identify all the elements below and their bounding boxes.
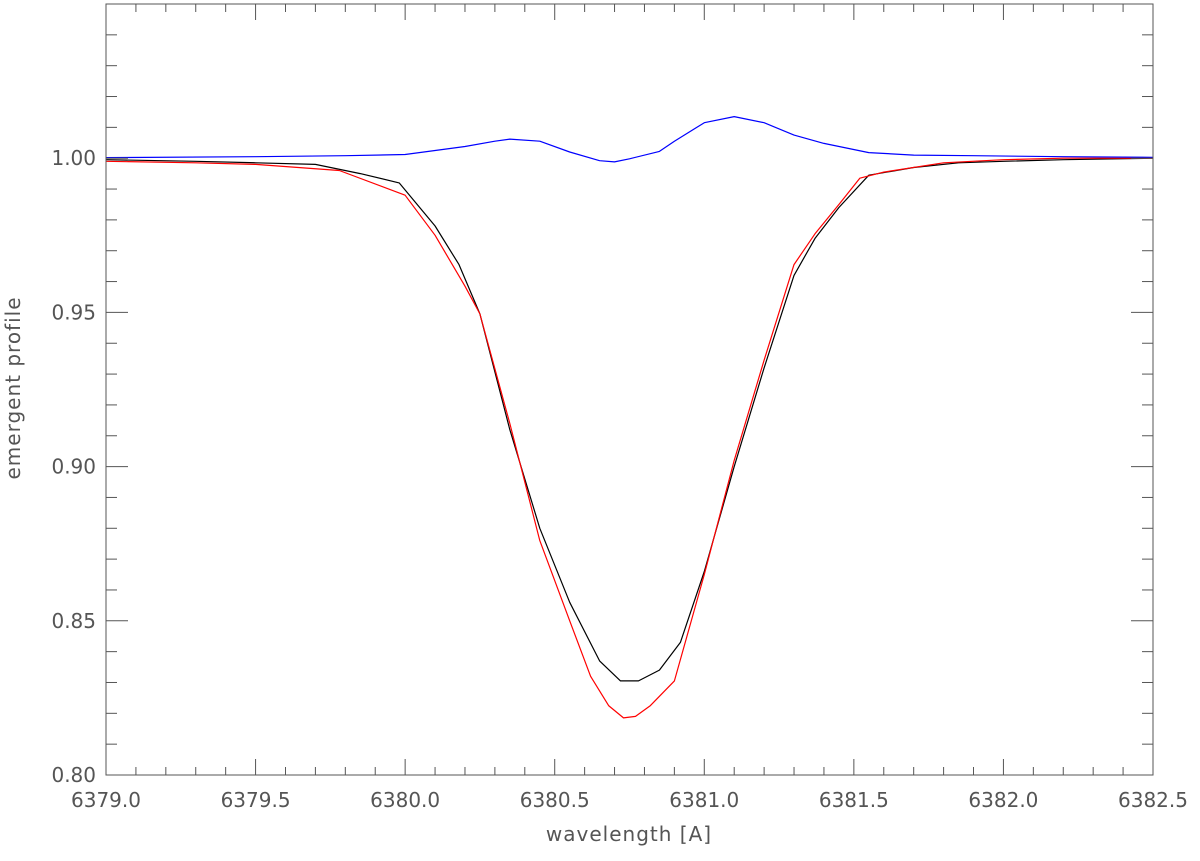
series-line-black xyxy=(105,157,1154,682)
x-tick-label: 6382.5 xyxy=(1118,788,1188,812)
y-tick-label: 0.80 xyxy=(51,763,96,787)
x-tick-label: 6380.5 xyxy=(520,788,590,812)
axis-layer: 6379.0 6379.5 6380.0 6380.5 6381.0 6381.5 6382… xyxy=(51,3,1188,812)
x-tick-label: 6382.0 xyxy=(968,788,1038,812)
x-tick-label: 6379.0 xyxy=(71,788,141,812)
y-tick-label: 0.95 xyxy=(51,300,96,324)
x-axis-label: wavelength [A] xyxy=(546,822,712,846)
x-tick-label: 6381.5 xyxy=(819,788,889,812)
series-line-red xyxy=(105,157,1153,719)
y-tick-label: 1.00 xyxy=(51,146,96,170)
plot-frame xyxy=(105,3,1154,776)
y-tick-label: 0.90 xyxy=(51,455,96,479)
x-tick-label: 6380.0 xyxy=(370,788,440,812)
series-line-blue xyxy=(105,115,1154,163)
x-tick-label: 6381.0 xyxy=(669,788,739,812)
x-tick-label: 6379.5 xyxy=(221,788,291,812)
y-tick-label: 0.85 xyxy=(51,609,96,633)
y-axis-label: emergent profile xyxy=(1,296,25,479)
series-layer xyxy=(105,115,1154,719)
